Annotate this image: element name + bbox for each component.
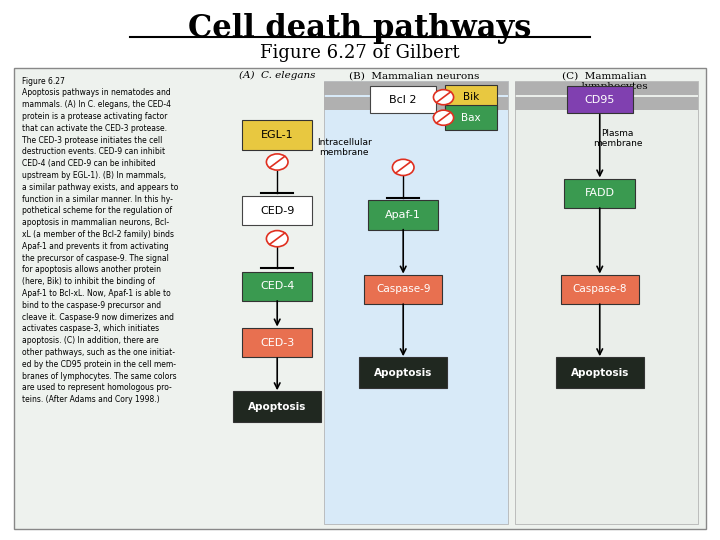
FancyBboxPatch shape xyxy=(515,81,698,524)
Text: Apoptosis: Apoptosis xyxy=(248,402,307,411)
Text: Caspase-8: Caspase-8 xyxy=(572,285,627,294)
FancyBboxPatch shape xyxy=(242,328,312,357)
FancyBboxPatch shape xyxy=(359,357,447,388)
FancyBboxPatch shape xyxy=(242,272,312,301)
Circle shape xyxy=(266,154,288,170)
Text: Plasma
membrane: Plasma membrane xyxy=(593,129,642,148)
Text: CED-9: CED-9 xyxy=(260,206,294,215)
Text: CED-3: CED-3 xyxy=(260,338,294,348)
Text: Intracellular
membrane: Intracellular membrane xyxy=(317,138,372,157)
Circle shape xyxy=(266,231,288,247)
Text: (B)  Mammalian neurons: (B) Mammalian neurons xyxy=(348,71,480,80)
FancyBboxPatch shape xyxy=(515,82,698,95)
FancyBboxPatch shape xyxy=(14,68,706,529)
Text: Apoptosis: Apoptosis xyxy=(570,368,629,377)
Text: Bax: Bax xyxy=(461,113,481,123)
FancyBboxPatch shape xyxy=(324,97,508,110)
Circle shape xyxy=(433,90,454,105)
Text: FADD: FADD xyxy=(585,188,615,198)
Text: Cell death pathways: Cell death pathways xyxy=(189,14,531,44)
FancyBboxPatch shape xyxy=(567,86,633,113)
Text: Figure 6.27
Apoptosis pathways in nematodes and
mammals. (A) In C. elegans, the : Figure 6.27 Apoptosis pathways in nemato… xyxy=(22,77,178,404)
FancyBboxPatch shape xyxy=(445,105,497,130)
Text: (A)  C. elegans: (A) C. elegans xyxy=(239,71,315,80)
Text: Apoptosis: Apoptosis xyxy=(374,368,433,377)
FancyBboxPatch shape xyxy=(556,357,644,388)
FancyBboxPatch shape xyxy=(324,81,508,524)
Text: CED-4: CED-4 xyxy=(260,281,294,291)
FancyBboxPatch shape xyxy=(242,196,312,225)
Text: Caspase-9: Caspase-9 xyxy=(376,285,431,294)
FancyBboxPatch shape xyxy=(515,97,698,110)
FancyBboxPatch shape xyxy=(242,120,312,150)
FancyBboxPatch shape xyxy=(233,391,321,422)
FancyBboxPatch shape xyxy=(564,179,635,208)
Text: Bik: Bik xyxy=(463,92,479,102)
FancyBboxPatch shape xyxy=(368,200,438,230)
Circle shape xyxy=(392,159,414,176)
FancyBboxPatch shape xyxy=(364,275,442,304)
Text: CD95: CD95 xyxy=(585,95,615,105)
FancyBboxPatch shape xyxy=(370,86,436,113)
Text: Apaf-1: Apaf-1 xyxy=(385,210,421,220)
Text: Figure 6.27 of Gilbert: Figure 6.27 of Gilbert xyxy=(260,44,460,62)
Text: Bcl 2: Bcl 2 xyxy=(390,95,417,105)
Text: EGL-1: EGL-1 xyxy=(261,130,294,140)
Circle shape xyxy=(433,110,454,125)
FancyBboxPatch shape xyxy=(445,85,497,110)
Text: (C)  Mammalian
      lymphocytes: (C) Mammalian lymphocytes xyxy=(562,71,647,91)
FancyBboxPatch shape xyxy=(324,82,508,95)
FancyBboxPatch shape xyxy=(561,275,639,304)
